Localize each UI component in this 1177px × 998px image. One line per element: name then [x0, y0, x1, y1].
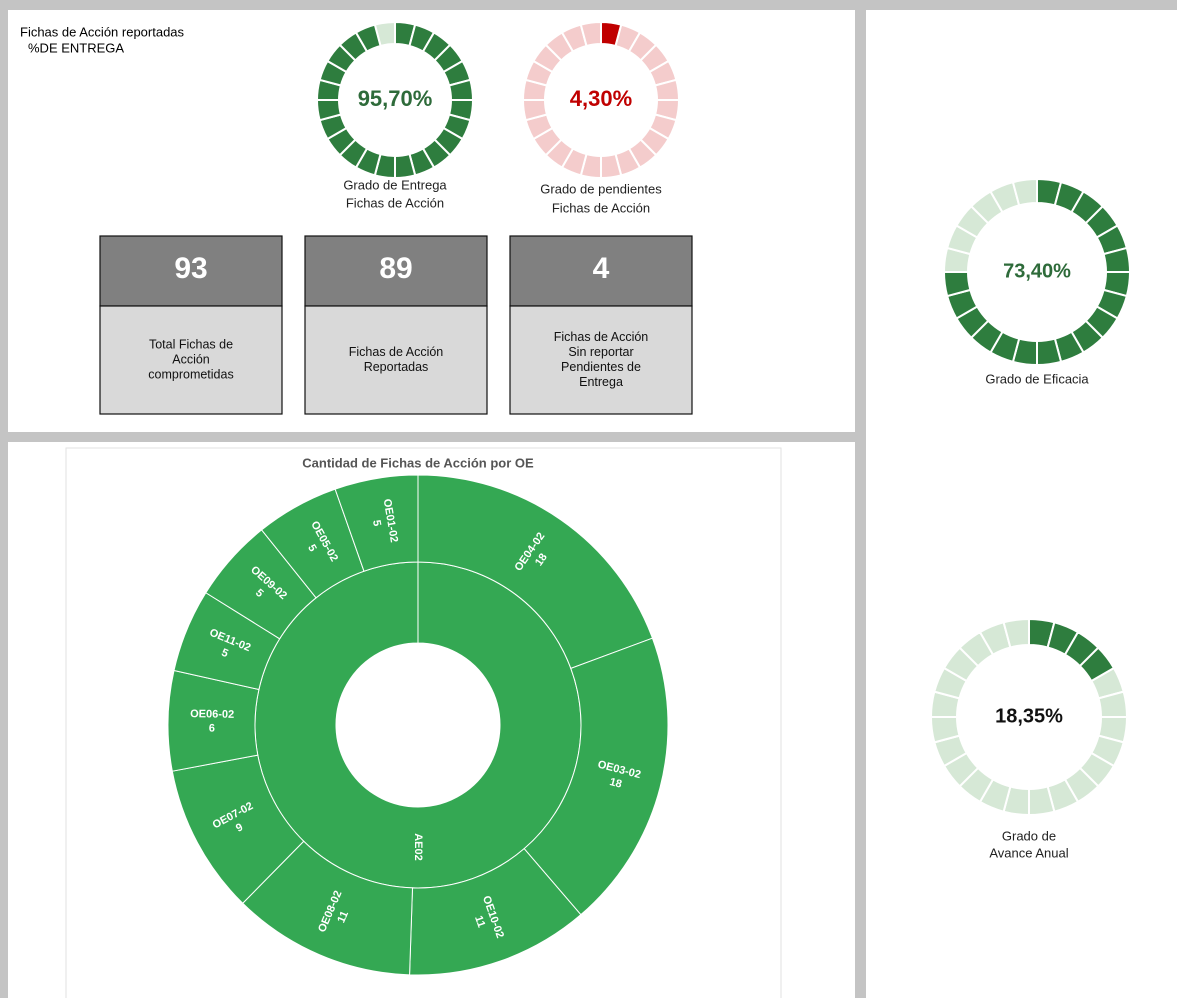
- segment-value: 18: [533, 551, 550, 568]
- card-label: Acción: [172, 352, 210, 366]
- segment-value: 6: [209, 722, 215, 734]
- card-value: 4: [593, 252, 610, 285]
- header-line: %DE ENTREGA: [28, 40, 124, 55]
- gauge-label: Grado de Eficacia: [985, 371, 1089, 386]
- right-panel: [866, 10, 1177, 998]
- card-label: Pendientes de: [561, 360, 641, 374]
- card-label: Sin reportar: [568, 345, 633, 359]
- sunburst-root-label: AE02: [412, 833, 424, 861]
- segment-value: 9: [234, 821, 245, 834]
- gauge-label: Grado de pendientes: [540, 181, 662, 196]
- segment-label: OE06-026: [190, 708, 234, 735]
- gauge-segment: [600, 20, 623, 48]
- card-label: Total Fichas de: [149, 337, 233, 351]
- card-label: comprometidas: [148, 367, 233, 381]
- gauge-value-arc: [315, 20, 475, 180]
- gauge-segment: [942, 271, 972, 298]
- card-top: [304, 235, 488, 307]
- gauge-value-arc: [1028, 617, 1116, 683]
- card-value: 93: [174, 252, 207, 285]
- gauge-label: Fichas de Acción: [346, 195, 444, 210]
- gauge-label: Grado de: [1002, 828, 1056, 843]
- gauge-value-arc: [942, 177, 1132, 367]
- card-bottom: [304, 305, 488, 415]
- gauge-value: 18,35%: [995, 705, 1063, 727]
- card-bottom: [99, 305, 283, 415]
- card-label: Fichas de Acción: [349, 345, 444, 359]
- card-top: [509, 235, 693, 307]
- card-bottom: [509, 305, 693, 415]
- gauge-label: Fichas de Acción: [552, 200, 650, 215]
- card-top: [99, 235, 283, 307]
- gauge-label: Grado de Entrega: [343, 177, 447, 192]
- segment-value: 5: [370, 519, 383, 527]
- card-label: Fichas de Acción: [554, 330, 649, 344]
- segment-name: OE06-02: [190, 708, 234, 721]
- sunburst-segment: [334, 474, 419, 572]
- header-line: Fichas de Acción reportadas: [20, 24, 185, 39]
- segment-value: 5: [305, 543, 318, 554]
- gauge-value-arc: [600, 20, 623, 48]
- segment-value: 11: [335, 909, 351, 924]
- segment-value: 5: [220, 647, 230, 660]
- card-value: 89: [379, 252, 412, 285]
- chart-title: Cantidad de Fichas de Acción por OE: [302, 455, 534, 470]
- gauge-value: 4,30%: [570, 86, 632, 111]
- sunburst-segment: [523, 637, 669, 916]
- segment-value: 11: [472, 914, 487, 929]
- chart-frame: [65, 447, 782, 998]
- gauge-value: 95,70%: [358, 86, 433, 111]
- gauge-segment: [354, 23, 382, 53]
- segment-value: 18: [608, 776, 623, 791]
- card-label: Entrega: [579, 375, 623, 389]
- gauge-label: Avance Anual: [989, 845, 1068, 860]
- card-label: Reportadas: [364, 360, 429, 374]
- gauge-value: 73,40%: [1003, 260, 1071, 282]
- gauge-segment: [1078, 646, 1116, 683]
- sunburst-segment: [417, 474, 654, 670]
